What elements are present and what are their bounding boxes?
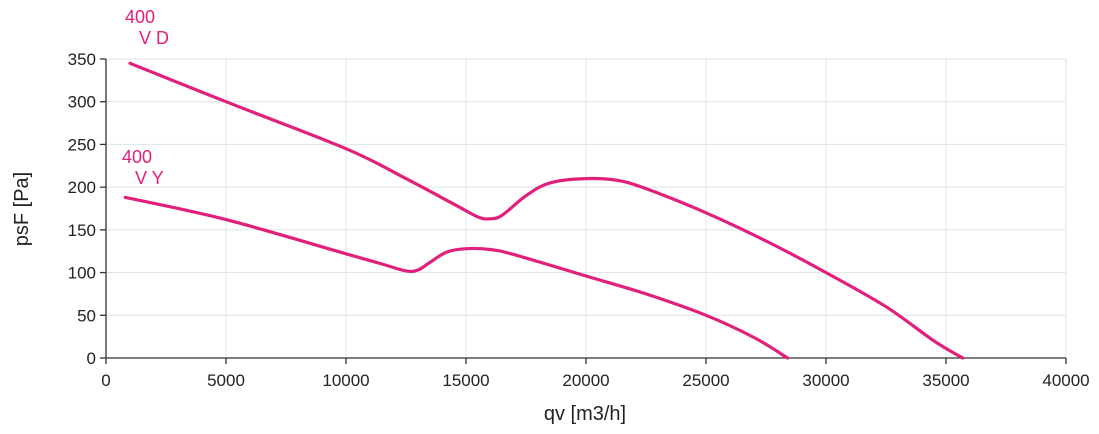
y-tick-label: 200 — [68, 178, 96, 197]
grid — [106, 58, 1067, 358]
x-tick-label: 15000 — [442, 371, 489, 390]
x-tick-label: 0 — [101, 371, 110, 390]
y-tick-label: 50 — [77, 306, 96, 325]
series-label-1-line-1: 400 — [125, 7, 155, 27]
x-tick-label: 35000 — [922, 371, 969, 390]
x-tick-label: 40000 — [1042, 371, 1089, 390]
y-axis-label: psF [Pa] — [11, 172, 33, 246]
x-tick-label: 10000 — [322, 371, 369, 390]
y-tick-label: 0 — [87, 349, 96, 368]
y-tick-label: 300 — [68, 93, 96, 112]
series-lines — [123, 61, 965, 360]
series-label-2-line-1: 400 — [122, 147, 152, 167]
series-label-1-line-2: V D — [139, 28, 169, 48]
y-tick-label: 100 — [68, 264, 96, 283]
x-tick-label: 20000 — [562, 371, 609, 390]
y-tick-label: 150 — [68, 221, 96, 240]
axes — [100, 58, 1067, 364]
series-label-2-line-2: V Y — [135, 168, 164, 188]
y-tick-label: 350 — [68, 50, 96, 69]
x-tick-label: 25000 — [682, 371, 729, 390]
x-tick-label: 5000 — [207, 371, 245, 390]
x-axis-label: qv [m3/h] — [544, 403, 626, 425]
series-line-1 — [128, 61, 965, 360]
tick-labels: 0 5000 10000 15000 20000 25000 30000 35000 40000… — [68, 50, 1090, 390]
x-tick-label: 30000 — [802, 371, 849, 390]
y-tick-label: 250 — [68, 135, 96, 154]
series-line-2 — [123, 195, 790, 360]
